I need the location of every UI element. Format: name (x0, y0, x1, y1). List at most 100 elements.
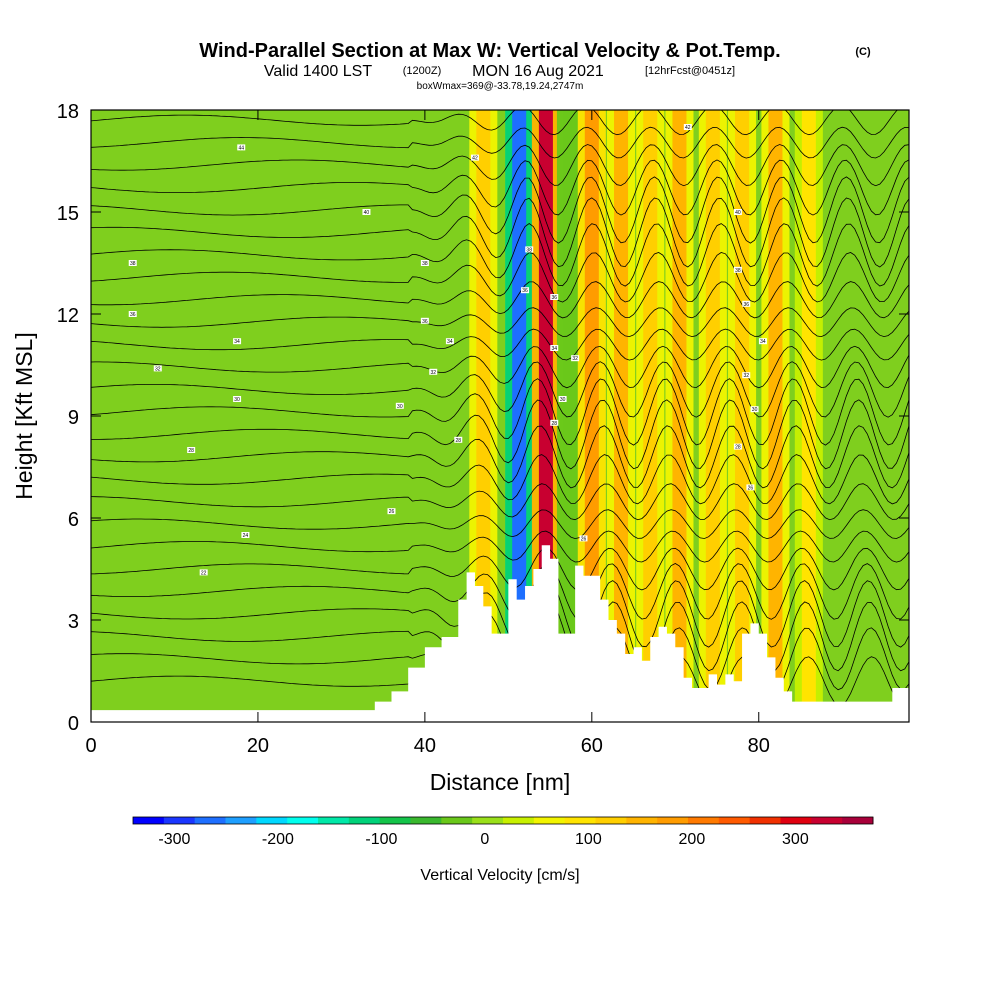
colorbar-swatch (472, 817, 504, 824)
colorbar-swatch (256, 817, 288, 824)
chart-subtitle-boxwmax: boxWmax=369@-33.78,19.24,2747m (417, 81, 584, 92)
isentrope-label-box (683, 124, 692, 130)
velocity-band-core (643, 110, 658, 722)
x-axis: 0 20 40 60 80 (85, 110, 770, 757)
x-axis-label: Distance [nm] (430, 769, 571, 795)
colorbar-swatch (688, 817, 720, 824)
isentrope-label-box (571, 355, 580, 362)
isentrope-label: 38 (526, 247, 532, 253)
isentrope-label-box (470, 154, 479, 161)
y-tick-label: 9 (68, 407, 79, 429)
x-tick-label: 60 (581, 735, 603, 757)
colorbar-tick-label: -300 (158, 831, 190, 848)
isentrope-label-box (454, 436, 463, 443)
isentrope-label-box (525, 246, 534, 253)
isentrope-line (91, 197, 909, 268)
velocity-band-core (768, 110, 783, 722)
x-tick-label: 0 (85, 735, 96, 757)
chart-title: Wind-Parallel Section at Max W: Vertical… (199, 40, 780, 62)
isentrope-label-box (362, 209, 371, 215)
colorbar-swatch (287, 817, 319, 824)
isentrope-line (91, 328, 909, 361)
isentrope-line (91, 159, 909, 216)
isentrope-line (91, 580, 909, 648)
isentrope-label: 26 (748, 485, 754, 491)
isentrope-label-box (550, 345, 559, 351)
isentrope-label-box (733, 209, 742, 215)
colorbar-swatch (194, 817, 226, 824)
isentrope-label-box (153, 365, 162, 372)
isentrope-line (91, 378, 909, 446)
isentrope-labels: 44 40 42 38 38 36 36 34 34 32 32 30 30 28 28 26 24 22 38 36… (128, 124, 767, 576)
y-tick-label: 15 (57, 203, 79, 225)
isentrope-label-box (241, 532, 250, 538)
y-axis-label: Height [Kft MSL] (11, 332, 37, 499)
colorbar-swatch (749, 817, 781, 824)
colorbar-frame (132, 816, 874, 825)
isentrope-line (91, 345, 909, 389)
isentrope-line (91, 563, 909, 620)
isentrope-label: 26 (581, 536, 587, 542)
isentrope-line (91, 399, 909, 470)
colorbar-tick-label: -100 (365, 831, 397, 848)
isentrope-label-box (758, 338, 767, 345)
plot-area: 44 40 42 38 38 36 36 34 34 32 32 30 30 28 28 26 24 22 38 36… (91, 110, 909, 722)
isentrope-label: 22 (201, 570, 207, 576)
isentrope-label: 36 (743, 302, 749, 308)
isentrope-label: 30 (752, 407, 758, 413)
isentrope-line (91, 126, 909, 159)
isentrope-label: 38 (422, 261, 428, 267)
isentrope-label-box (199, 569, 208, 576)
colorbar-swatch (225, 817, 257, 824)
isentrope-line (91, 361, 909, 418)
isentrope-label-box (420, 260, 429, 266)
x-tick-label: 40 (414, 735, 436, 757)
isentrope-label-box (558, 396, 567, 402)
isentrope-label-box (750, 406, 759, 413)
colorbar-swatch (348, 817, 381, 824)
isentrope-label: 38 (735, 268, 741, 274)
colorbar-swatch (657, 817, 689, 824)
isentrope-label: 28 (188, 448, 194, 454)
colorbar-swatch (379, 817, 411, 824)
isentrope-line (91, 176, 909, 244)
isentrope-label-box (387, 508, 396, 515)
isentrope-label: 24 (243, 533, 249, 539)
colorbar-tick-label: 300 (782, 831, 809, 848)
isentrope-label-box (521, 287, 530, 294)
isentrope-label: 34 (234, 339, 240, 345)
isentrope-label: 32 (572, 356, 578, 362)
isentrope-label: 36 (422, 319, 428, 325)
isentrope-label: 36 (130, 312, 136, 318)
isentrope-label: 28 (551, 421, 557, 427)
isentrope-label: 28 (735, 445, 741, 451)
isentrope-line (91, 110, 899, 136)
colorbar-swatch (595, 817, 627, 824)
colorbar-tick-label: -200 (262, 831, 294, 848)
isentrope-label-box (579, 535, 588, 542)
isentrope-label: 44 (238, 145, 244, 151)
colorbar-swatch (626, 817, 658, 824)
isentrope-label-box (187, 447, 196, 453)
isentrope-label: 36 (551, 295, 557, 301)
colorbar-swatch (718, 817, 751, 824)
isentrope-label-box (733, 443, 742, 450)
isentrope-line (91, 509, 909, 540)
chart-title-mark: (C) (855, 46, 871, 58)
chart-subtitle-valid: Valid 1400 LST (264, 63, 372, 80)
velocity-band-core (476, 110, 491, 722)
chart-subtitle-date: MON 16 Aug 2021 (472, 63, 604, 80)
isentrope-label: 30 (234, 397, 240, 403)
isentrope-label-box (233, 338, 242, 345)
colorbar-swatch (533, 817, 566, 824)
isentropes (91, 110, 909, 707)
y-tick-label: 0 (68, 713, 79, 735)
isentrope-label-box (237, 144, 246, 151)
isentrope-label: 28 (455, 438, 461, 444)
isentrope-label-box (746, 484, 755, 491)
isentrope-label-box (445, 338, 454, 345)
isentrope-label-box (128, 260, 137, 266)
isentrope-line (91, 425, 909, 489)
colorbar-swatch (842, 817, 874, 824)
